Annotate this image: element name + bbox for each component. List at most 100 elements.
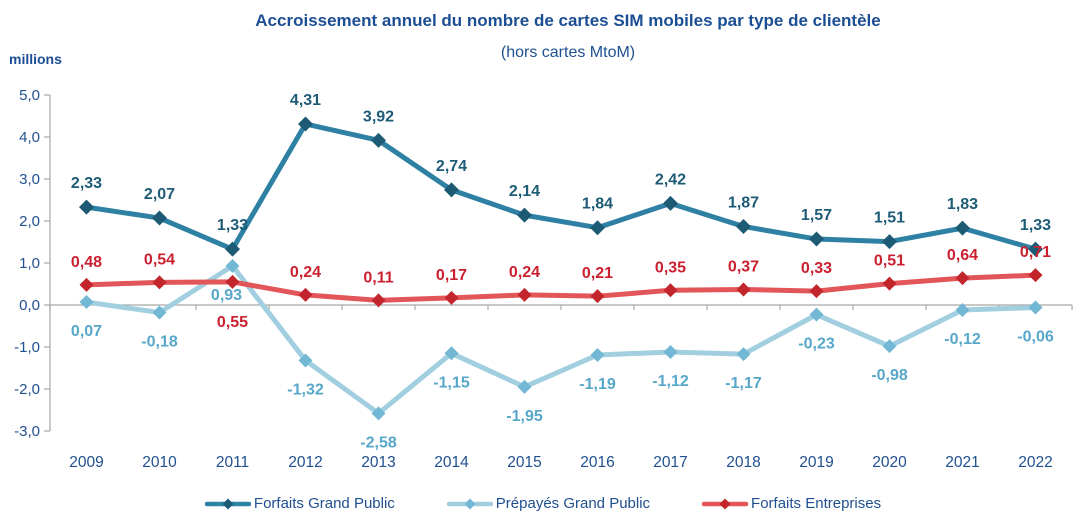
- legend-item-3: Forfaits Entreprises: [702, 495, 881, 512]
- data-point-marker: [517, 287, 532, 302]
- legend-marker-icon: [446, 498, 493, 509]
- legend-item-1: Forfaits Grand Public: [204, 495, 395, 512]
- x-axis-category-label: 2010: [142, 454, 177, 471]
- data-point-marker: [736, 282, 751, 297]
- data-point-marker: [955, 271, 970, 286]
- series-line-3: [84, 272, 1038, 303]
- legend-label: Forfaits Grand Public: [253, 495, 395, 512]
- series-line-1: [84, 121, 1038, 252]
- data-point-label: 0,51: [874, 253, 905, 270]
- x-axis-category-label: 2016: [580, 454, 614, 471]
- data-point-marker: [298, 353, 313, 368]
- y-axis-tick-label: -3,0: [14, 423, 40, 440]
- x-axis-category-label: 2022: [1018, 454, 1052, 471]
- x-axis-category-label: 2020: [872, 454, 907, 471]
- data-point-label: 0,24: [509, 264, 540, 281]
- y-axis-tick-label: 0,0: [19, 297, 40, 314]
- data-point-label: 1,84: [582, 196, 613, 213]
- data-point-marker: [444, 290, 459, 305]
- data-point-label: 0,93: [211, 287, 242, 304]
- x-axis-category-label: 2015: [507, 454, 541, 471]
- data-point-marker: [663, 195, 678, 211]
- y-axis-tick-label: -1,0: [14, 339, 40, 356]
- data-point-label: 1,57: [801, 207, 832, 224]
- data-point-marker: [736, 218, 751, 234]
- data-point-label: 0,55: [217, 314, 248, 331]
- data-point-marker: [225, 241, 240, 257]
- x-axis-category-label: 2017: [653, 454, 687, 471]
- data-point-marker: [590, 289, 605, 304]
- data-point-label: 0,21: [582, 265, 613, 282]
- data-point-label: 2,07: [144, 186, 175, 203]
- data-point-label: 2,14: [509, 183, 540, 200]
- data-point-marker: [225, 274, 240, 289]
- data-point-label: 0,11: [363, 269, 393, 286]
- data-point-label: 0,71: [1020, 244, 1051, 261]
- data-point-marker: [809, 307, 824, 322]
- data-point-label: 0,17: [436, 267, 467, 284]
- data-point-marker: [152, 305, 167, 320]
- data-point-label: -1,12: [652, 373, 689, 390]
- legend-label: Prépayés Grand Public: [495, 495, 651, 512]
- y-axis-tick-label: 3,0: [19, 171, 40, 188]
- data-point-label: -0,23: [798, 336, 835, 353]
- data-point-label: 1,33: [217, 217, 248, 234]
- x-axis-category-label: 2011: [216, 454, 249, 471]
- data-point-label: -0,98: [871, 367, 908, 384]
- data-point-label: 2,33: [71, 175, 102, 192]
- data-point-marker: [663, 345, 678, 360]
- data-point-label: 3,92: [363, 108, 394, 125]
- data-point-label: 0,37: [728, 258, 759, 275]
- data-point-marker: [152, 210, 167, 226]
- data-point-marker: [882, 234, 897, 250]
- x-axis-category-label: 2012: [288, 454, 322, 471]
- data-point-label: -1,15: [433, 374, 470, 391]
- y-axis-tick-label: 1,0: [19, 255, 40, 272]
- chart-legend: Forfaits Grand Public Prépayés Grand Publ…: [0, 495, 1086, 512]
- data-point-marker: [1028, 241, 1043, 257]
- data-point-marker: [152, 275, 167, 290]
- data-point-marker: [79, 199, 94, 215]
- data-point-marker: [517, 207, 532, 223]
- data-point-marker: [882, 276, 897, 291]
- data-point-label: 1,33: [1020, 217, 1051, 234]
- data-point-marker: [371, 132, 386, 148]
- chart-canvas: 5,0 4,0 3,0 2,0 1,0 0,0 -1,0 -2,0 -3,0 2009 2010 20…: [14, 87, 1073, 471]
- data-point-label: 0,54: [144, 251, 175, 268]
- data-point-marker: [590, 347, 605, 362]
- data-point-marker: [444, 346, 459, 361]
- legend-marker-icon: [702, 498, 749, 509]
- data-point-label: 1,87: [728, 194, 759, 211]
- data-point-label: -1,17: [725, 375, 762, 392]
- data-point-marker: [955, 303, 970, 318]
- data-point-label: 0,07: [71, 323, 102, 340]
- data-point-marker: [736, 347, 751, 362]
- data-point-label: 0,48: [71, 254, 102, 271]
- legend-label: Forfaits Entreprises: [751, 495, 882, 512]
- data-point-marker: [809, 231, 824, 247]
- legend-item-2: Prépayés Grand Public: [446, 495, 651, 512]
- legend-marker-icon: [204, 498, 251, 509]
- x-axis-category-label: 2013: [361, 454, 395, 471]
- chart-title: Accroissement annuel du nombre de cartes…: [255, 11, 881, 30]
- data-point-label: -0,18: [141, 334, 178, 351]
- data-point-label: 2,42: [655, 171, 686, 188]
- data-point-marker: [590, 220, 605, 236]
- data-point-label: -2,58: [360, 434, 397, 451]
- data-point-label: 0,33: [801, 260, 832, 277]
- y-axis-tick-label: 4,0: [19, 129, 40, 146]
- data-point-marker: [1028, 300, 1043, 315]
- data-point-label: 4,31: [290, 92, 321, 109]
- data-point-marker: [809, 284, 824, 299]
- data-point-label: -0,06: [1017, 329, 1054, 346]
- data-point-label: -1,32: [287, 381, 324, 398]
- chart-subtitle: (hors cartes MtoM): [500, 44, 636, 61]
- data-point-marker: [663, 283, 678, 298]
- y-axis-unit-label: millions: [9, 51, 62, 67]
- data-point-marker: [444, 182, 459, 198]
- data-point-label: -1,19: [579, 376, 616, 393]
- data-point-marker: [955, 220, 970, 236]
- data-point-marker: [1028, 268, 1043, 283]
- data-point-marker: [517, 379, 532, 394]
